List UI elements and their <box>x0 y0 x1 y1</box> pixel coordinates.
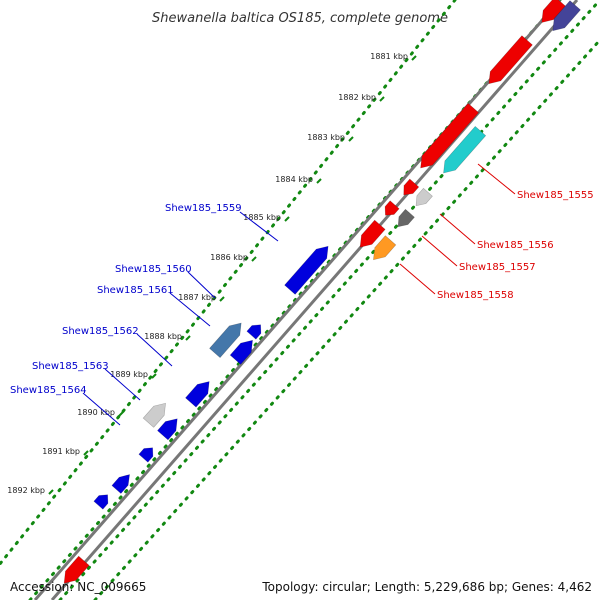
gene-leader-line <box>239 211 279 242</box>
gene-leader-line <box>169 292 211 327</box>
tick-label: 1890 kbp <box>77 408 115 417</box>
gene-label-reverse[interactable]: Shew185_1556 <box>477 240 554 251</box>
gene-feature-red-mid[interactable] <box>359 219 386 248</box>
position-ticks: 1881 kbp 1882 kbp 1883 kbp 1884 kbp 1885 kbp… <box>7 52 417 495</box>
tick-mark <box>185 335 191 341</box>
dotted-guide-3 <box>58 0 600 600</box>
tick-mark <box>379 96 385 102</box>
gene-feature-red-1554[interactable] <box>420 102 480 169</box>
gene-feature-navy-top[interactable] <box>552 0 581 32</box>
tick-mark <box>151 373 157 379</box>
gene-label-forward[interactable]: Shew185_1560 <box>115 264 192 275</box>
dotted-guide-2 <box>28 0 562 600</box>
gene-leader-line <box>82 392 121 426</box>
gene-feature-shew185-1558[interactable] <box>373 235 397 261</box>
tick-mark <box>348 136 354 142</box>
tick-mark <box>251 256 257 262</box>
tick-mark <box>284 216 290 222</box>
gene-feature-shew185-1561[interactable] <box>209 322 242 359</box>
gene-label-forward[interactable]: Shew185_1562 <box>62 326 139 337</box>
map-title: Shewanella baltica OS185, complete genom… <box>152 11 448 26</box>
tick-label: 1885 kbp <box>243 213 281 222</box>
gene-label-forward[interactable]: Shew185_1559 <box>165 203 242 214</box>
gene-feature-blue-tiny[interactable] <box>93 494 109 510</box>
gene-feature-blue-small[interactable] <box>138 447 154 463</box>
tick-mark <box>48 489 54 495</box>
gene-feature-red-tiny[interactable] <box>384 200 400 216</box>
gene-leader-line <box>399 263 436 295</box>
gene-feature-red-long[interactable] <box>488 35 533 85</box>
gene-label-forward[interactable]: Shew185_1561 <box>97 285 174 296</box>
gene-feature-red-small[interactable] <box>403 178 420 196</box>
tick-label: 1881 kbp <box>370 52 408 61</box>
accession-text: Accession: NC_009665 <box>10 580 147 594</box>
tick-mark <box>118 411 124 417</box>
gene-leader-line <box>477 163 516 195</box>
gene-label-forward[interactable]: Shew185_1564 <box>10 385 87 396</box>
genome-summary: Topology: circular; Length: 5,229,686 bp… <box>262 580 592 594</box>
tick-label: 1887 kbp <box>178 293 216 302</box>
gene-leader-line <box>136 333 173 367</box>
gene-leader-line <box>421 235 458 267</box>
tick-mark <box>411 55 417 61</box>
gene-label-reverse[interactable]: Shew185_1558 <box>437 290 514 301</box>
gene-feature-shew185-1560[interactable] <box>246 324 262 340</box>
tick-label: 1891 kbp <box>42 447 80 456</box>
gene-features <box>63 0 581 584</box>
gene-feature-shew185-1555[interactable] <box>443 125 487 174</box>
gene-labels: Shew185_1559 Shew185_1560 Shew185_1561 Shew… <box>10 163 594 426</box>
gene-label-reverse[interactable]: Shew185_1555 <box>517 190 594 201</box>
gene-leader-line <box>104 368 141 401</box>
tick-label: 1888 kbp <box>144 332 182 341</box>
tick-label: 1889 kbp <box>110 370 148 379</box>
gene-label-forward[interactable]: Shew185_1563 <box>32 361 109 372</box>
genome-backbone <box>33 0 579 600</box>
tick-label: 1883 kbp <box>307 133 345 142</box>
gene-feature-shew185-1559[interactable] <box>284 245 329 295</box>
gene-label-reverse[interactable]: Shew185_1557 <box>459 262 536 273</box>
tick-label: 1892 kbp <box>7 486 45 495</box>
backbone-line-inner <box>50 0 579 600</box>
tick-label: 1886 kbp <box>210 253 248 262</box>
tick-mark <box>316 178 322 184</box>
tick-label: 1884 kbp <box>275 175 313 184</box>
tick-mark <box>219 296 225 302</box>
gene-feature-shew185-1557[interactable] <box>397 208 415 228</box>
gene-feature-shew185-1563[interactable] <box>185 381 210 408</box>
gene-feature-gray[interactable] <box>142 402 166 428</box>
gene-feature-shew185-1564a[interactable] <box>157 418 178 441</box>
tick-mark <box>83 450 89 456</box>
gene-feature-shew185-1562[interactable] <box>229 339 253 365</box>
dotted-guide-1 <box>0 0 457 567</box>
dotted-guide-4 <box>93 38 600 600</box>
gene-leader-line <box>187 271 216 299</box>
gene-feature-shew185-1556[interactable] <box>415 187 433 207</box>
gene-feature-blue-short[interactable] <box>111 474 130 494</box>
backbone-line-outer <box>33 0 562 600</box>
tick-label: 1882 kbp <box>338 93 376 102</box>
gene-feature-red-bottom[interactable] <box>63 555 90 584</box>
gene-leader-line <box>439 213 476 245</box>
